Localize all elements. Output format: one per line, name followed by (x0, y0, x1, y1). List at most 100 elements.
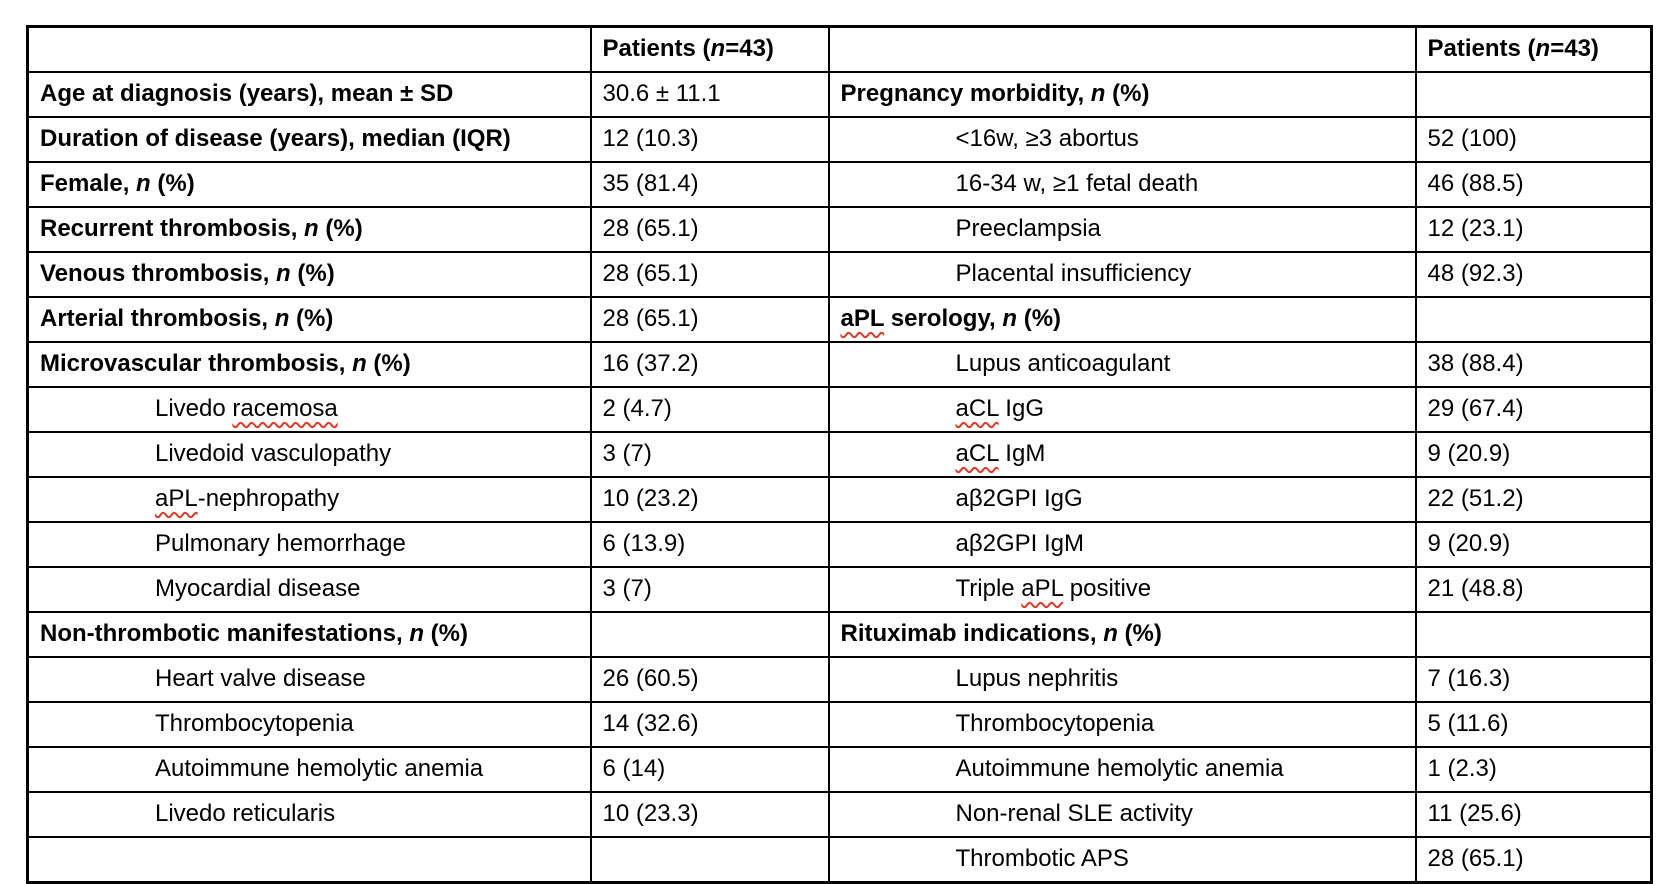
spellcheck-underline: aPL (840, 305, 885, 333)
row-label-right: Thrombocytopenia (827, 701, 1417, 748)
table-row: Duration of disease (years), median (IQR… (26, 116, 1653, 163)
row-value-right: 1 (2.3) (1414, 746, 1653, 793)
row-value-left: 12 (10.3) (589, 116, 830, 163)
label-text: serology, (884, 305, 1003, 333)
label-text: Triple (955, 575, 1022, 603)
table-row: Female, n (%) 35 (81.4) 16-34 w, ≥1 fetal … (26, 161, 1653, 208)
row-label-left: Duration of disease (years), median (IQR… (26, 116, 592, 163)
italic-n: n (136, 170, 151, 198)
label-text: positive (1063, 575, 1152, 603)
table-row: Thrombotic APS 28 (65.1) (26, 836, 1653, 884)
row-label-left: Thrombocytopenia (26, 701, 592, 748)
label-text: IgM (998, 440, 1046, 468)
label-text: (%) (1017, 305, 1062, 333)
label-text: (%) (424, 620, 469, 648)
row-value-left (589, 611, 830, 658)
row-value-right (1414, 296, 1653, 343)
row-label-right: <16w, ≥3 abortus (827, 116, 1417, 163)
label-text: Patients ( (602, 35, 711, 63)
row-value-right: 21 (48.8) (1414, 566, 1653, 613)
italic-n: n (409, 620, 425, 648)
spellcheck-underline: aPL (1021, 575, 1064, 603)
spellcheck-underline: aPL (155, 485, 198, 513)
row-label-left: Livedoid vasculopathy (26, 431, 592, 478)
row-value-left (589, 836, 830, 884)
row-value-left: 14 (32.6) (589, 701, 830, 748)
row-label-right: aβ2GPI IgM (827, 521, 1417, 568)
label-text: Autoimmune hemolytic anemia (955, 755, 1284, 783)
row-label-left (26, 836, 592, 884)
table-row: Heart valve disease 26 (60.5) Lupus nephri… (26, 656, 1653, 703)
table-row: Livedo reticularis 10 (23.3) Non-renal SLE… (26, 791, 1653, 838)
row-value-left: 28 (65.1) (589, 296, 830, 343)
row-value-left: 3 (7) (589, 566, 830, 613)
italic-n: n (1103, 620, 1118, 648)
row-value-right: 12 (23.1) (1414, 206, 1653, 253)
row-label-left: aPL-nephropathy (26, 476, 592, 523)
row-label-right: Lupus nephritis (827, 656, 1417, 703)
row-label-left: Myocardial disease (26, 566, 592, 613)
label-text: Livedoid vasculopathy (155, 440, 392, 468)
row-label-right: 16-34 w, ≥1 fetal death (827, 161, 1417, 208)
table-row: Autoimmune hemolytic anemia 6 (14) Autoimm… (26, 746, 1653, 793)
row-label-right: Triple aPL positive (827, 566, 1417, 613)
row-label-left: Age at diagnosis (years), mean ± SD (26, 71, 592, 118)
label-text: Rituximab indications, (840, 620, 1104, 648)
label-text: =43) (1550, 35, 1599, 63)
label-text: Autoimmune hemolytic anemia (155, 755, 484, 783)
row-label-left: Pulmonary hemorrhage (26, 521, 592, 568)
row-label-left: Microvascular thrombosis, n (%) (26, 341, 592, 388)
table-row: Venous thrombosis, n (%) 28 (65.1) Placent… (26, 251, 1653, 298)
label-text: Thrombocytopenia (155, 710, 354, 738)
label-text: IgG (998, 395, 1044, 423)
row-value-left: 35 (81.4) (589, 161, 830, 208)
table-row: Pulmonary hemorrhage 6 (13.9) aβ2GPI IgM 9 … (26, 521, 1653, 568)
row-label-left: Arterial thrombosis, n (%) (26, 296, 592, 343)
row-label-left: Livedo reticularis (26, 791, 592, 838)
row-value-left: 16 (37.2) (589, 341, 830, 388)
row-value-right: 29 (67.4) (1414, 386, 1653, 433)
label-text: Livedo reticularis (155, 800, 336, 828)
label-text: Thrombotic APS (955, 845, 1129, 873)
row-label-right: aPL serology, n (%) (827, 296, 1417, 343)
label-text: Livedo (155, 395, 233, 423)
table-row: Myocardial disease 3 (7) Triple aPL positi… (26, 566, 1653, 613)
row-value-right: 46 (88.5) (1414, 161, 1653, 208)
row-value-right: 22 (51.2) (1414, 476, 1653, 523)
table-row: Livedoid vasculopathy 3 (7) aCL IgM 9 (20.9… (26, 431, 1653, 478)
label-text: Venous thrombosis, (40, 260, 277, 288)
italic-n: n (274, 305, 290, 333)
label-text: Microvascular thrombosis, (40, 350, 353, 378)
label-text: Non-thrombotic manifestations, (40, 620, 410, 648)
header-patients-cell-right: Patients (n=43) (1414, 25, 1653, 73)
row-label-right: Non-renal SLE activity (827, 791, 1417, 838)
label-text: aβ2GPI IgG (955, 485, 1083, 513)
row-label-left: Venous thrombosis, n (%) (26, 251, 592, 298)
label-text: Recurrent thrombosis, (40, 215, 305, 243)
italic-n: n (710, 35, 726, 63)
row-value-right: 9 (20.9) (1414, 431, 1653, 478)
row-label-left: Female, n (%) (26, 161, 592, 208)
row-label-right: Lupus anticoagulant (827, 341, 1417, 388)
label-text: (%) (318, 215, 363, 243)
spellcheck-underline: aCL (955, 440, 999, 468)
label-text: Age at diagnosis (years), mean ± SD (40, 80, 454, 108)
label-text: (%) (1117, 620, 1162, 648)
row-label-right: Autoimmune hemolytic anemia (827, 746, 1417, 793)
label-text: Patients ( (1427, 35, 1536, 63)
row-value-left: 6 (14) (589, 746, 830, 793)
italic-n: n (1535, 35, 1551, 63)
label-text: Thrombocytopenia (955, 710, 1155, 738)
table-row: aPL-nephropathy 10 (23.2) aβ2GPI IgG 22 (51… (26, 476, 1653, 523)
table-row: Non-thrombotic manifestations, n (%) Ritu… (26, 611, 1653, 658)
table-row: Microvascular thrombosis, n (%) 16 (37.2)… (26, 341, 1653, 388)
row-value-left: 2 (4.7) (589, 386, 830, 433)
italic-n: n (1002, 305, 1018, 333)
row-label-left: Heart valve disease (26, 656, 592, 703)
row-value-right: 48 (92.3) (1414, 251, 1653, 298)
label-text: -nephropathy (197, 485, 340, 513)
header-empty-cell-left (26, 25, 592, 73)
row-value-right: 11 (25.6) (1414, 791, 1653, 838)
row-label-right: aCL IgM (827, 431, 1417, 478)
